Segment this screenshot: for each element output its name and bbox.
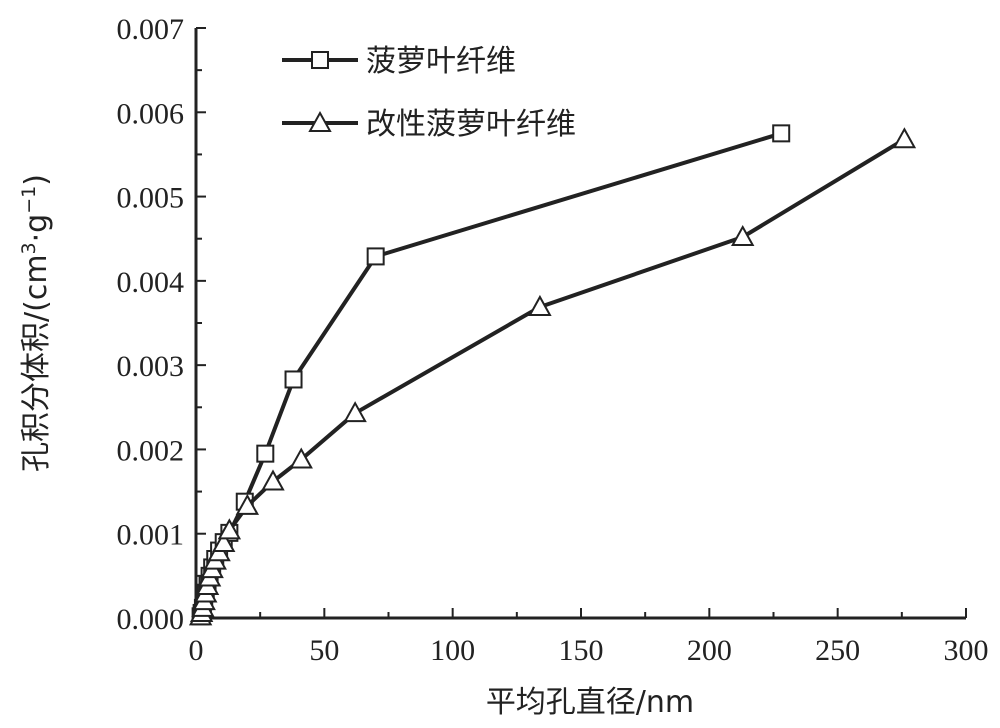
- x-ticks: 0 50 100 150 200 250 300: [189, 608, 989, 667]
- y-axis-title-end: ): [19, 174, 54, 186]
- data-point-triangle: [731, 224, 755, 247]
- legend-item-pineapple-leaf-fiber: 菠萝叶纤维: [282, 44, 516, 79]
- legend-square-marker: [311, 51, 329, 69]
- y-ticks: 0.000 0.001 0.002 0.003 0.004 0.005 0.006 0.007: [117, 13, 206, 636]
- data-point-triangle: [528, 294, 552, 316]
- x-tick-label: 250: [815, 634, 860, 667]
- data-point-triangle: [892, 127, 917, 149]
- data-point-triangle: [343, 401, 367, 423]
- data-point-triangle: [261, 469, 285, 491]
- x-axis-title: 平均孔直径/nm: [486, 685, 694, 720]
- data-point-triangle: [217, 518, 242, 540]
- legend: 菠萝叶纤维 改性菠萝叶纤维: [282, 44, 576, 142]
- x-tick-label: 50: [309, 634, 339, 667]
- series-2: [188, 127, 917, 626]
- x-tick-label: 0: [189, 634, 204, 667]
- series-line: [198, 137, 906, 617]
- series-layer: [188, 124, 917, 626]
- axes: [194, 28, 966, 620]
- y-tick-label: 0.005: [117, 182, 185, 215]
- legend-item-modified-pineapple-leaf-fiber: 改性菠萝叶纤维: [282, 107, 576, 142]
- legend-label-1: 菠萝叶纤维: [366, 44, 516, 79]
- x-tick-label: 300: [944, 634, 989, 667]
- series-1: [191, 124, 791, 626]
- legend-label-2: 改性菠萝叶纤维: [366, 107, 576, 142]
- data-point-triangle: [289, 447, 313, 469]
- y-tick-label: 0.000: [117, 603, 185, 636]
- data-point-square: [366, 247, 385, 266]
- data-point-triangle: [235, 493, 260, 515]
- x-tick-label: 100: [430, 634, 475, 667]
- y-axis-title-mid: ·g: [19, 214, 54, 243]
- y-tick-label: 0.006: [117, 97, 185, 130]
- data-point-triangle: [212, 530, 236, 552]
- y-tick-label: 0.003: [117, 350, 185, 383]
- y-axis-title-sup2: −1: [18, 186, 40, 214]
- x-tick-label: 200: [687, 634, 732, 667]
- y-tick-label: 0.007: [117, 13, 185, 46]
- y-axis-title: 孔积分体积/(cm3·g−1): [18, 174, 54, 472]
- y-axis-title-sup1: 3: [18, 242, 40, 254]
- y-tick-label: 0.001: [117, 519, 185, 552]
- y-axis-title-main: 孔积分体积/(cm: [19, 254, 54, 472]
- y-tick-label: 0.002: [117, 434, 185, 467]
- data-point-square: [256, 444, 275, 463]
- legend-triangle-marker: [308, 110, 332, 132]
- data-point-square: [284, 370, 303, 389]
- data-point-square: [772, 124, 791, 143]
- y-tick-label: 0.004: [117, 266, 185, 299]
- x-tick-label: 150: [559, 634, 604, 667]
